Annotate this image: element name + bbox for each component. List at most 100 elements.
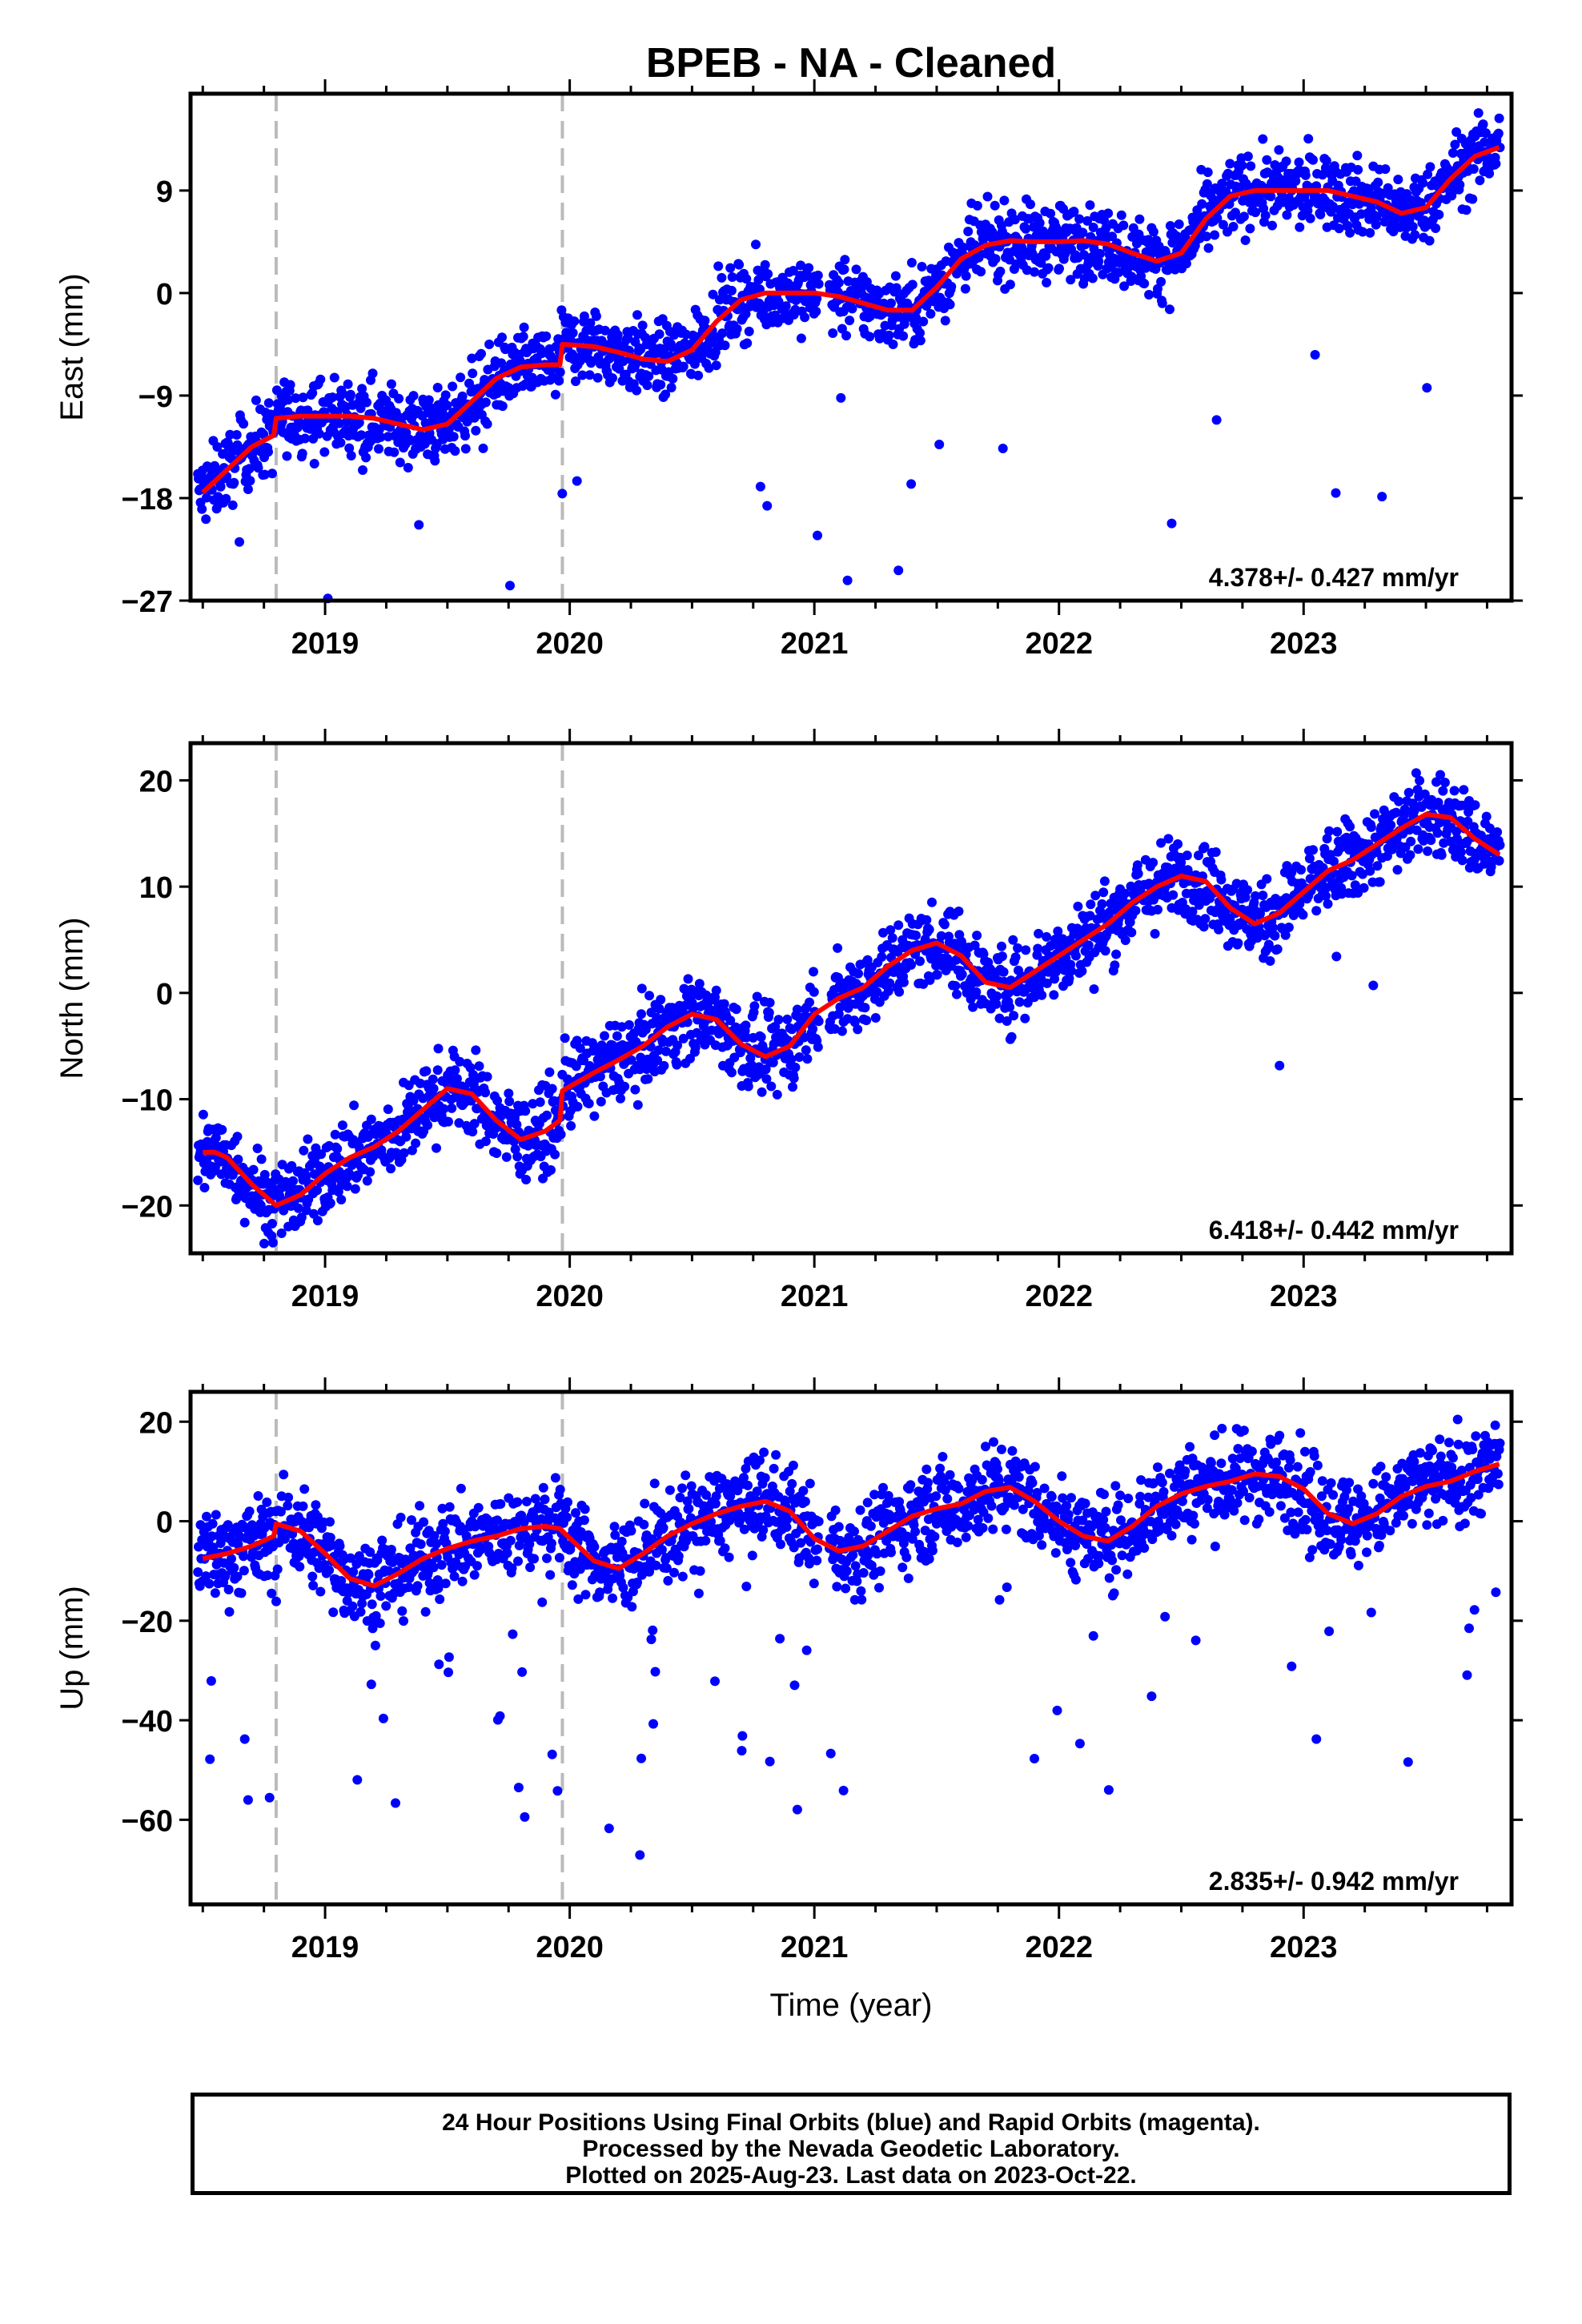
daily-position-point xyxy=(408,391,419,401)
daily-position-point xyxy=(550,1149,560,1160)
daily-position-point xyxy=(833,943,843,953)
daily-position-point xyxy=(1026,199,1035,210)
daily-position-point xyxy=(915,336,926,346)
daily-position-point xyxy=(612,330,623,340)
daily-position-point xyxy=(726,1068,737,1078)
y-axis-label: East (mm) xyxy=(54,273,90,420)
daily-position-point xyxy=(745,1053,756,1063)
daily-position-point xyxy=(1432,828,1443,838)
daily-position-point xyxy=(375,432,386,442)
daily-position-point xyxy=(520,1811,530,1822)
daily-position-point xyxy=(950,981,961,991)
daily-position-point xyxy=(891,283,901,293)
daily-position-point xyxy=(560,1033,570,1043)
daily-position-point xyxy=(415,1501,425,1511)
daily-position-point xyxy=(693,370,704,380)
daily-position-point xyxy=(813,530,822,541)
x-tick-label: 2023 xyxy=(1270,1280,1338,1313)
daily-position-point xyxy=(1005,279,1015,290)
daily-position-point xyxy=(865,1521,876,1531)
daily-position-point xyxy=(229,477,239,488)
y-tick-label: −20 xyxy=(122,1190,173,1224)
daily-position-point xyxy=(271,1596,281,1606)
daily-position-point xyxy=(492,1148,502,1158)
daily-position-point xyxy=(383,1104,393,1115)
daily-position-point xyxy=(626,1526,636,1536)
daily-points-group xyxy=(193,1414,1505,1860)
daily-position-point xyxy=(893,920,904,931)
daily-position-point xyxy=(684,1503,694,1514)
daily-position-point xyxy=(1200,914,1211,924)
daily-position-point xyxy=(416,1539,426,1550)
daily-position-point xyxy=(1037,990,1047,1000)
daily-position-point xyxy=(1082,215,1093,226)
daily-position-point xyxy=(644,991,654,1001)
daily-position-point xyxy=(1423,169,1433,179)
daily-position-point xyxy=(725,263,736,273)
daily-position-point xyxy=(1083,940,1094,951)
daily-position-point xyxy=(932,970,942,980)
daily-position-point xyxy=(460,444,471,454)
daily-position-point xyxy=(790,1062,801,1072)
daily-position-point xyxy=(386,379,396,389)
daily-position-point xyxy=(263,398,274,408)
daily-position-point xyxy=(538,1482,548,1493)
daily-position-point xyxy=(403,463,413,472)
daily-position-point xyxy=(1481,811,1492,822)
daily-position-point xyxy=(616,1536,627,1546)
daily-position-point xyxy=(324,1565,335,1575)
daily-position-point xyxy=(788,1082,797,1092)
daily-position-point xyxy=(555,367,565,377)
daily-position-point xyxy=(741,1582,752,1591)
daily-position-point xyxy=(557,489,568,499)
daily-position-point xyxy=(579,1515,589,1526)
daily-position-point xyxy=(942,954,953,963)
daily-position-point xyxy=(990,254,1001,264)
daily-position-point xyxy=(652,1055,663,1066)
daily-position-point xyxy=(537,1597,548,1607)
daily-position-point xyxy=(1098,887,1109,898)
daily-position-point xyxy=(677,1483,687,1494)
daily-position-point xyxy=(434,1659,444,1670)
daily-position-point xyxy=(244,464,255,474)
daily-position-point xyxy=(887,933,897,943)
daily-position-point xyxy=(233,1154,243,1164)
daily-position-point xyxy=(654,329,665,340)
daily-position-point xyxy=(1331,488,1341,498)
daily-position-point xyxy=(693,1588,704,1598)
daily-position-point xyxy=(812,1555,822,1566)
daily-position-point xyxy=(862,955,873,965)
daily-position-point xyxy=(626,1055,636,1065)
daily-position-point xyxy=(287,1160,297,1171)
daily-position-point xyxy=(428,1084,439,1094)
daily-position-point xyxy=(1410,230,1420,240)
daily-position-point xyxy=(513,1783,524,1793)
daily-position-point xyxy=(632,385,642,396)
daily-position-point xyxy=(357,384,367,394)
daily-position-point xyxy=(1118,220,1129,231)
daily-position-point xyxy=(1202,231,1211,242)
daily-position-point xyxy=(1181,259,1191,269)
daily-position-point xyxy=(496,358,507,368)
daily-position-point xyxy=(239,419,249,429)
daily-position-point xyxy=(1078,227,1088,238)
daily-position-point xyxy=(457,391,468,401)
daily-position-point xyxy=(1126,927,1137,938)
plot-frame xyxy=(188,91,1514,603)
daily-position-point xyxy=(639,1519,649,1530)
daily-position-point xyxy=(300,433,310,444)
daily-position-point xyxy=(1291,176,1301,186)
daily-position-point xyxy=(444,1652,454,1663)
daily-position-point xyxy=(474,1061,484,1072)
daily-position-point xyxy=(1085,200,1095,211)
daily-position-point xyxy=(906,959,917,970)
daily-position-point xyxy=(367,1599,377,1610)
daily-position-point xyxy=(713,261,724,271)
daily-position-point xyxy=(378,1713,388,1723)
daily-position-point xyxy=(480,1136,491,1147)
daily-position-point xyxy=(1380,164,1391,175)
daily-position-point xyxy=(399,1148,409,1158)
daily-position-point xyxy=(741,274,752,284)
daily-position-point xyxy=(448,381,458,392)
